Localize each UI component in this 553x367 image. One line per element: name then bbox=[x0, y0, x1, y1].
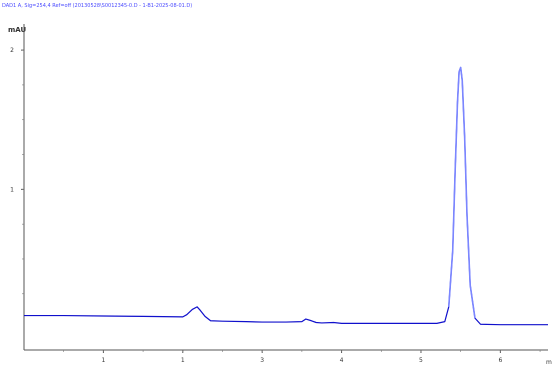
y-tick-label: 2 bbox=[10, 47, 14, 54]
x-axis-unit-label: m bbox=[546, 359, 552, 366]
x-tick-label: 4 bbox=[340, 357, 344, 364]
y-axis-unit-label: mAU bbox=[8, 26, 26, 34]
ticks: 1 1 3 4 5 6 1 2 bbox=[10, 47, 541, 364]
x-tick-label: 5 bbox=[419, 357, 423, 364]
series-group bbox=[24, 66, 548, 326]
peak-highlight bbox=[447, 66, 476, 319]
x-tick-label: 1 bbox=[101, 357, 105, 364]
x-tick-label: 1 bbox=[181, 357, 185, 364]
x-tick-label: 3 bbox=[260, 357, 264, 364]
axes bbox=[23, 24, 548, 351]
y-tick-label: 1 bbox=[10, 186, 14, 193]
trace-label: DAD1 A, Sig=254,4 Ref=off (20130528\S001… bbox=[2, 3, 192, 9]
series-line bbox=[24, 66, 548, 326]
x-tick-label: 6 bbox=[498, 357, 502, 364]
